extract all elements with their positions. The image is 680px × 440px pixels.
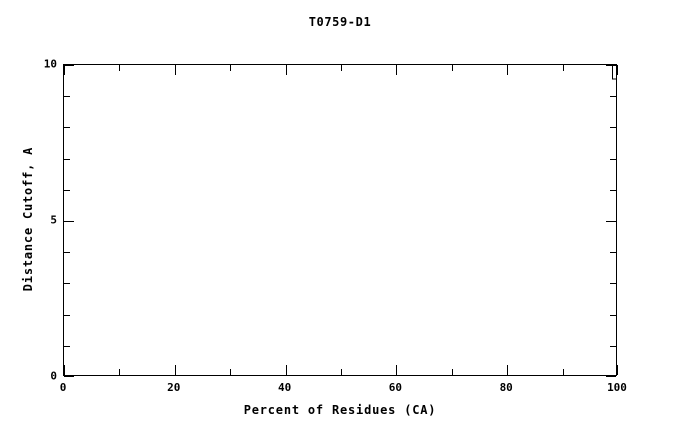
axis-tick [396,365,397,375]
axis-tick [610,252,616,253]
axis-tick [230,65,231,71]
axis-tick [175,65,176,75]
axis-tick [64,252,70,253]
axis-tick [396,65,397,75]
x-tick-label: 100 [607,381,627,394]
axis-tick [64,65,74,66]
axis-tick [64,190,70,191]
axis-tick [606,65,616,66]
axis-tick [64,315,70,316]
y-axis-title: Distance Cutoff, A [21,146,35,292]
axis-tick [507,365,508,375]
y-tick-label: 10 [43,57,57,71]
axis-tick [606,376,616,377]
axis-tick [507,65,508,75]
axis-tick [175,365,176,375]
axis-tick [610,346,616,347]
axis-tick [610,315,616,316]
axis-tick [617,365,618,375]
axis-tick [64,65,65,75]
axis-tick [610,96,616,97]
data-series-layer [612,65,617,80]
axis-tick [64,376,74,377]
axis-tick [64,283,70,284]
axis-tick [610,127,616,128]
axis-tick [610,159,616,160]
x-tick-label: 0 [59,381,67,394]
x-tick-label: 80 [499,381,513,394]
axis-tick [64,365,65,375]
axis-tick [286,65,287,75]
axis-tick [452,65,453,71]
axis-tick [286,365,287,375]
axis-tick [563,65,564,71]
x-tick-label: 60 [388,381,403,394]
x-tick-label: 20 [167,381,181,394]
axis-tick [119,369,120,375]
chart-title: T0759-D1 [308,15,372,29]
axis-tick [64,221,74,222]
axis-tick [64,96,70,97]
axis-tick [610,190,616,191]
axis-tick [341,65,342,71]
axis-tick [606,221,616,222]
series-line-t0759-d1 [612,65,617,80]
axis-tick [452,369,453,375]
axis-tick [617,65,618,75]
axis-tick [230,369,231,375]
y-tick-label: 0 [50,369,57,383]
x-tick-label: 40 [277,381,292,394]
x-axis-title: Percent of Residues (CA) [243,403,437,417]
axis-tick [119,65,120,71]
plot-frame [63,64,618,377]
axis-tick [64,346,70,347]
axis-tick [341,369,342,375]
axis-tick [64,127,70,128]
axis-tick [64,159,70,160]
axis-tick [563,369,564,375]
y-tick-label: 5 [50,213,57,227]
axis-tick [610,283,616,284]
